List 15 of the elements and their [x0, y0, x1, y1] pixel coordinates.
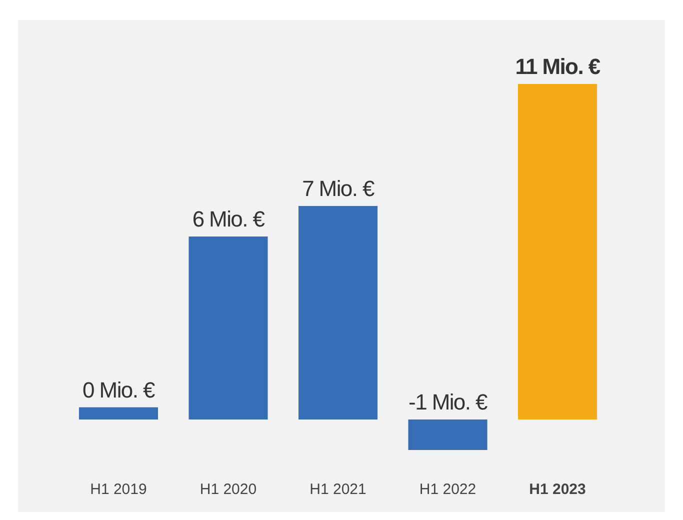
data-label: 0 Mio. € — [82, 377, 155, 402]
x-tick-label: H1 2021 — [310, 481, 366, 498]
x-tick-label: H1 2019 — [90, 481, 147, 498]
bar — [78, 407, 158, 420]
bar — [188, 236, 268, 420]
bar — [518, 84, 598, 420]
data-label: 7 Mio. € — [302, 176, 374, 201]
data-label: 11 Mio. € — [515, 54, 600, 79]
data-label: 6 Mio. € — [192, 206, 265, 232]
x-tick-label: H1 2023 — [529, 481, 586, 498]
bar — [408, 420, 488, 450]
bar — [298, 206, 378, 420]
x-tick-label: H1 2020 — [200, 481, 257, 498]
data-label: -1 Mio. € — [408, 390, 488, 414]
x-tick-label: H1 2022 — [419, 481, 476, 498]
